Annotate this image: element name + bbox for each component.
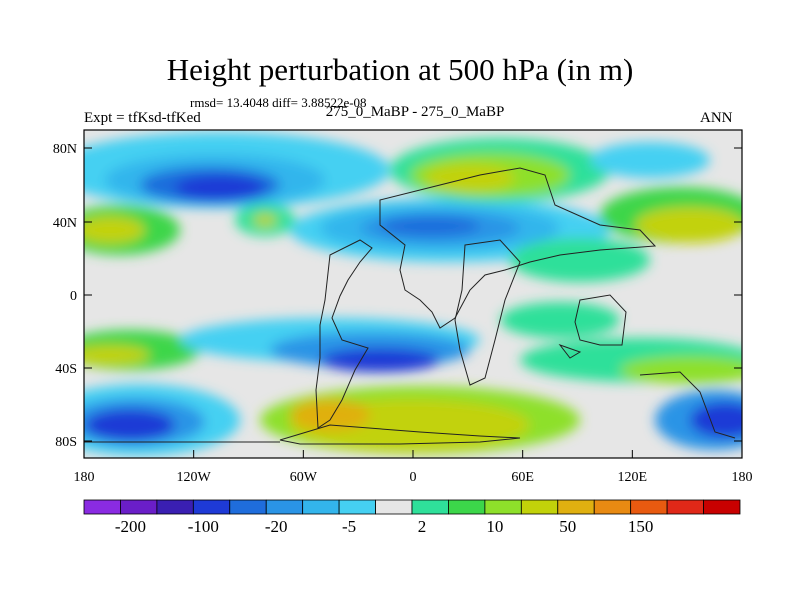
colorbar-swatch xyxy=(520,499,559,515)
colorbar-swatch xyxy=(302,499,340,515)
coastlines xyxy=(84,167,736,445)
lat-tick-label: 0 xyxy=(70,289,77,304)
colorbar-label: 50 xyxy=(559,517,576,536)
colorbar-swatch xyxy=(375,499,413,515)
colorbar-swatch xyxy=(338,499,376,515)
lon-tick-label: 180 xyxy=(732,470,753,485)
colorbar: -200 -100 -20 -5 2 10 50 150 xyxy=(83,499,741,536)
field-shading xyxy=(84,130,742,458)
lon-tick-label: 180 xyxy=(74,470,95,485)
colorbar-swatch xyxy=(703,499,741,515)
colorbar-swatch xyxy=(83,499,121,515)
colorbar-label: 10 xyxy=(486,517,503,536)
lat-tick-label: 80N xyxy=(53,142,77,157)
colorbar-label: 2 xyxy=(418,517,427,536)
colorbar-swatch xyxy=(229,499,267,515)
lat-tick-label: 40N xyxy=(53,216,77,231)
lon-tick-label: 0 xyxy=(410,470,417,485)
lon-tick-label: 120E xyxy=(618,470,648,485)
case-label: 275_0_MaBP - 275_0_MaBP xyxy=(325,104,505,120)
colorbar-label: -200 xyxy=(115,517,146,536)
stats-label: rmsd= 13.4048 diff= 3.88522e-08 xyxy=(190,95,367,110)
latitude-axis: 80N 40N 0 40S 80S xyxy=(53,142,742,450)
plot-title: Height perturbation at 500 hPa (in m) xyxy=(166,52,634,87)
colorbar-swatch xyxy=(557,499,595,515)
colorbar-swatch xyxy=(192,499,231,515)
colorbar-swatch xyxy=(666,499,704,515)
lat-tick-label: 40S xyxy=(55,362,77,377)
colorbar-label: 150 xyxy=(628,517,654,536)
lon-tick-label: 120W xyxy=(177,470,212,485)
colorbar-swatch xyxy=(411,499,449,515)
colorbar-swatch xyxy=(156,499,194,515)
longitude-axis: 180 120W 60W 0 60E 120E 180 xyxy=(74,450,753,485)
colorbar-swatch xyxy=(120,499,158,515)
colorbar-label: -20 xyxy=(265,517,288,536)
season-label: ANN xyxy=(700,110,733,126)
colorbar-swatch xyxy=(484,499,522,515)
colorbar-swatch xyxy=(593,499,632,515)
colorbar-swatch xyxy=(448,499,486,515)
colorbar-swatch xyxy=(265,499,304,515)
experiment-label: Expt = tfKsd-tfKed xyxy=(84,110,201,126)
colorbar-swatch xyxy=(630,499,668,515)
lon-tick-label: 60E xyxy=(511,470,534,485)
lon-tick-label: 60W xyxy=(290,470,318,485)
colorbar-label: -5 xyxy=(342,517,356,536)
colorbar-label: -100 xyxy=(188,517,219,536)
lat-tick-label: 80S xyxy=(55,435,77,450)
